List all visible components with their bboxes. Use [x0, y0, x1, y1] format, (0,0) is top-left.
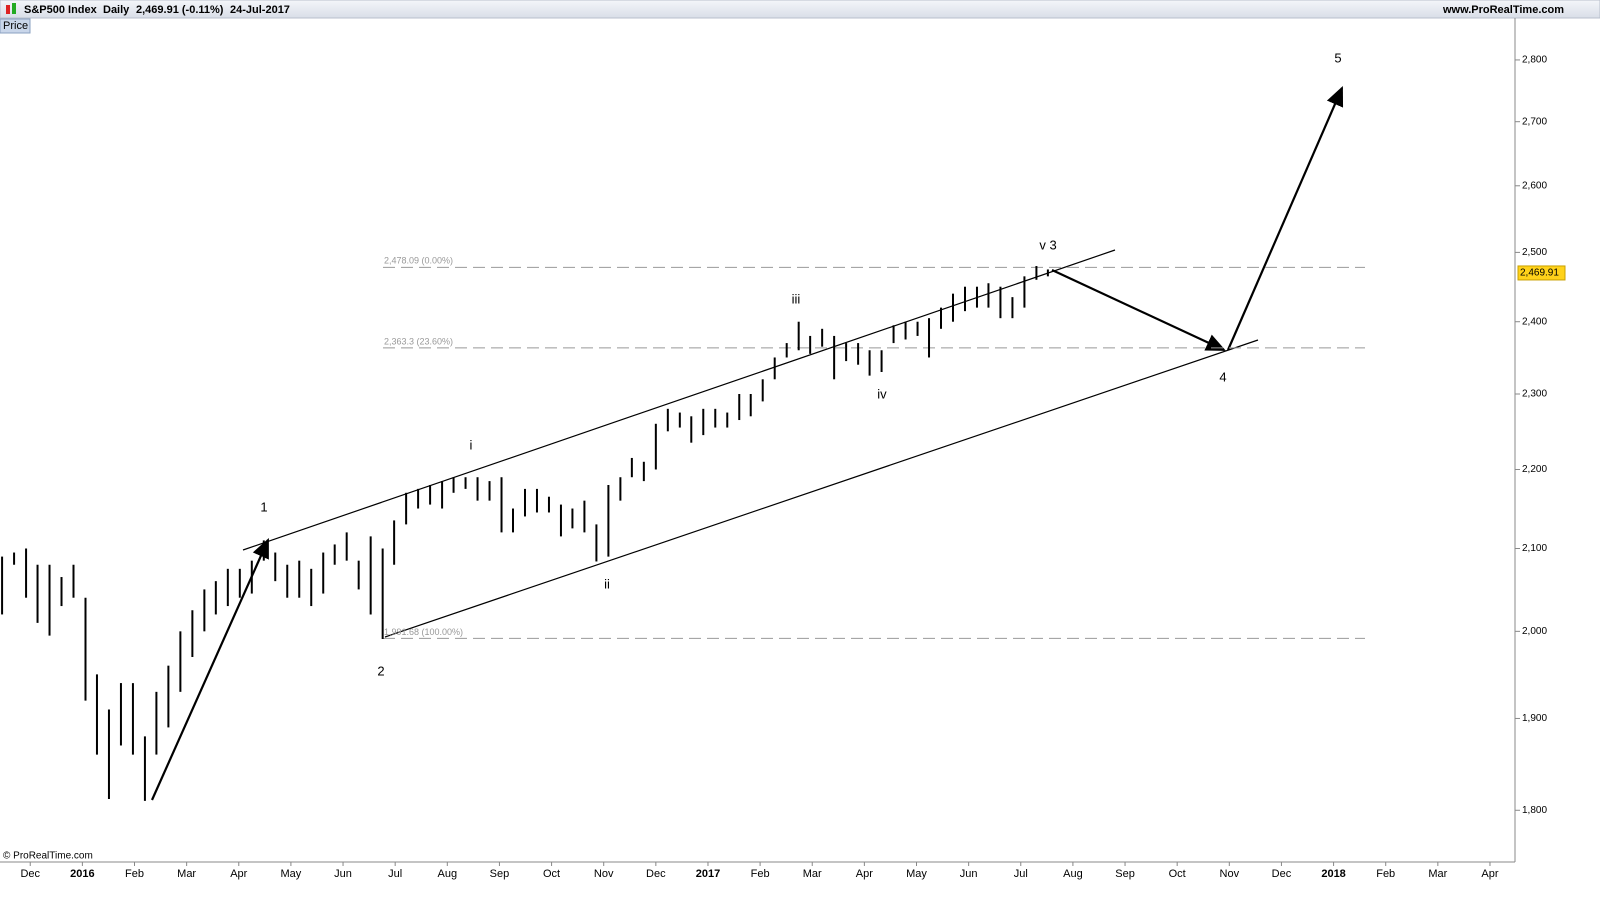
arrow — [1051, 269, 1226, 351]
last-price-label: 2,469.91 — [1520, 268, 1559, 279]
x-tick-label: Dec — [646, 868, 666, 880]
wave-label: i — [470, 437, 473, 452]
x-tick-label: Apr — [856, 868, 873, 880]
x-tick-label: Jun — [960, 868, 978, 880]
wave-label: ii — [604, 576, 610, 591]
drawings — [150, 85, 1344, 801]
header-icon — [6, 5, 10, 14]
last-price-box — [1517, 265, 1566, 281]
panel-tab[interactable] — [0, 18, 31, 34]
instrument: S&P500 Index — [24, 4, 98, 16]
x-tick-label: Dec — [1272, 868, 1292, 880]
wave-label: 4 — [1219, 369, 1226, 384]
y-tick-label: 1,800 — [1522, 805, 1547, 816]
x-tick-label: Mar — [177, 868, 196, 880]
x-tick-label: May — [281, 868, 302, 880]
x-tick-label: 2017 — [696, 868, 720, 880]
arrow — [150, 537, 270, 801]
x-tick-label: Sep — [490, 868, 510, 880]
period: Daily — [103, 4, 130, 16]
y-tick-label: 2,100 — [1522, 543, 1547, 554]
x-tick-label: Mar — [803, 868, 822, 880]
x-tick-label: Jul — [1014, 868, 1028, 880]
header-bar — [0, 0, 1600, 19]
wave-label: v 3 — [1039, 237, 1056, 252]
fib-label: 2,363.3 (23.60%) — [384, 336, 453, 346]
wave-label: 2 — [377, 663, 384, 678]
wave-label: iv — [877, 386, 887, 401]
x-tick-label: May — [906, 868, 927, 880]
y-tick-label: 2,700 — [1522, 116, 1547, 127]
x-tick-label: Oct — [1169, 868, 1186, 880]
y-tick-label: 2,600 — [1522, 180, 1547, 191]
x-tick-label: Aug — [1063, 868, 1083, 880]
y-tick-label: 2,500 — [1522, 247, 1547, 258]
y-tick-label: 2,200 — [1522, 464, 1547, 475]
x-tick-label: Sep — [1115, 868, 1135, 880]
x-tick-label: 2018 — [1321, 868, 1345, 880]
x-tick-label: Feb — [751, 868, 770, 880]
fib-label: 2,478.09 (0.00%) — [384, 256, 453, 266]
x-tick-label: Aug — [438, 868, 458, 880]
arrow — [1226, 85, 1344, 351]
x-tick-label: Nov — [1220, 868, 1240, 880]
channel-lower — [384, 339, 1259, 638]
x-tick-label: Oct — [543, 868, 560, 880]
x-tick-label: Nov — [594, 868, 614, 880]
wave-label: 5 — [1334, 50, 1341, 65]
y-tick-label: 2,800 — [1522, 55, 1547, 66]
x-tick-label: 2016 — [70, 868, 94, 880]
header-icon — [12, 3, 16, 14]
x-tick-label: Feb — [125, 868, 144, 880]
copyright: © ProRealTime.com — [3, 851, 93, 862]
y-tick-label: 2,300 — [1522, 389, 1547, 400]
quote-date: 24-Jul-2017 — [230, 4, 290, 16]
panel-label: Price — [3, 20, 28, 32]
x-tick-label: Mar — [1428, 868, 1447, 880]
channel-upper — [242, 249, 1116, 551]
x-tick-label: Feb — [1376, 868, 1395, 880]
x-tick-label: Jun — [334, 868, 352, 880]
x-tick-label: Dec — [20, 868, 40, 880]
y-tick-label: 2,400 — [1522, 316, 1547, 327]
quote: 2,469.91 (-0.11%) — [136, 4, 224, 16]
y-tick-label: 1,900 — [1522, 713, 1547, 724]
x-tick-label: Apr — [230, 868, 247, 880]
wave-label: iii — [792, 291, 801, 306]
site: www.ProRealTime.com — [1442, 4, 1564, 16]
fib-label: 1,991.68 (100.00%) — [384, 627, 463, 637]
wave-label: 1 — [260, 499, 267, 514]
y-tick-label: 2,000 — [1522, 626, 1547, 637]
x-tick-label: Jul — [388, 868, 402, 880]
x-tick-label: Apr — [1481, 868, 1498, 880]
